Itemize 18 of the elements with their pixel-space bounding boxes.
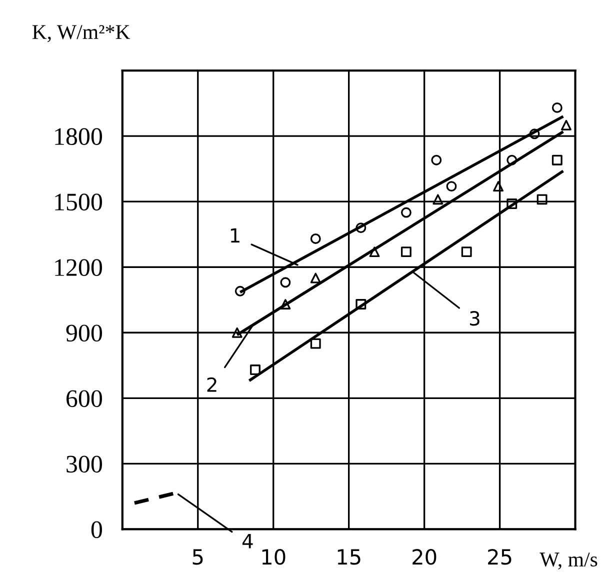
x-tick-label: 5 [192,549,203,565]
annotation: 2 [207,377,216,392]
y-tick-label: 300 [66,456,102,473]
annotation: 3 [470,311,480,326]
x-tick-label: 10 [262,549,286,565]
x-axis-title: W, m/s [540,552,598,570]
y-tick-label: 1200 [55,259,102,276]
y-tick-label: 900 [66,324,102,342]
y-tick-label: 600 [66,390,102,408]
annotation: 4 [242,534,253,548]
annotation: 1 [230,228,240,243]
x-tick-label: 15 [338,549,360,565]
y-axis-title: K, W/m²*K [32,25,130,42]
y-tick-label: 1500 [55,194,102,211]
y-tick-label: 1800 [55,128,102,145]
y-tick-label: 0 [91,521,102,538]
x-tick-label: 20 [412,549,436,565]
x-tick-label: 25 [488,549,512,565]
